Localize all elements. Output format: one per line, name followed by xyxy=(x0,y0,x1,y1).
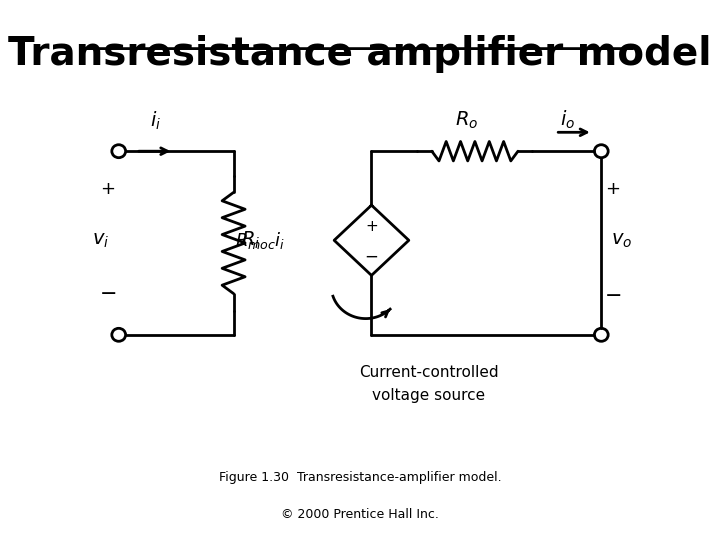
Text: $-$: $-$ xyxy=(604,284,621,305)
Text: Figure 1.30  Transresistance-amplifier model.: Figure 1.30 Transresistance-amplifier mo… xyxy=(219,471,501,484)
Text: $i_i$: $i_i$ xyxy=(150,110,161,132)
Text: Current-controlled: Current-controlled xyxy=(359,365,499,380)
Text: Transresistance amplifier model: Transresistance amplifier model xyxy=(8,35,712,73)
Text: $+$: $+$ xyxy=(606,180,621,198)
Text: $+$: $+$ xyxy=(365,219,378,234)
Text: © 2000 Prentice Hall Inc.: © 2000 Prentice Hall Inc. xyxy=(281,508,439,521)
Text: $R_i$: $R_i$ xyxy=(241,230,261,251)
Text: $v_i$: $v_i$ xyxy=(91,231,109,250)
Text: voltage source: voltage source xyxy=(372,388,485,403)
Text: $R_o$: $R_o$ xyxy=(454,110,478,131)
Text: $v_o$: $v_o$ xyxy=(611,231,632,250)
Text: $R_{moc}i_i$: $R_{moc}i_i$ xyxy=(235,230,285,251)
Text: $-$: $-$ xyxy=(99,281,116,302)
Text: $-$: $-$ xyxy=(364,246,379,265)
Text: $i_o$: $i_o$ xyxy=(560,109,575,131)
Text: $+$: $+$ xyxy=(99,180,114,198)
